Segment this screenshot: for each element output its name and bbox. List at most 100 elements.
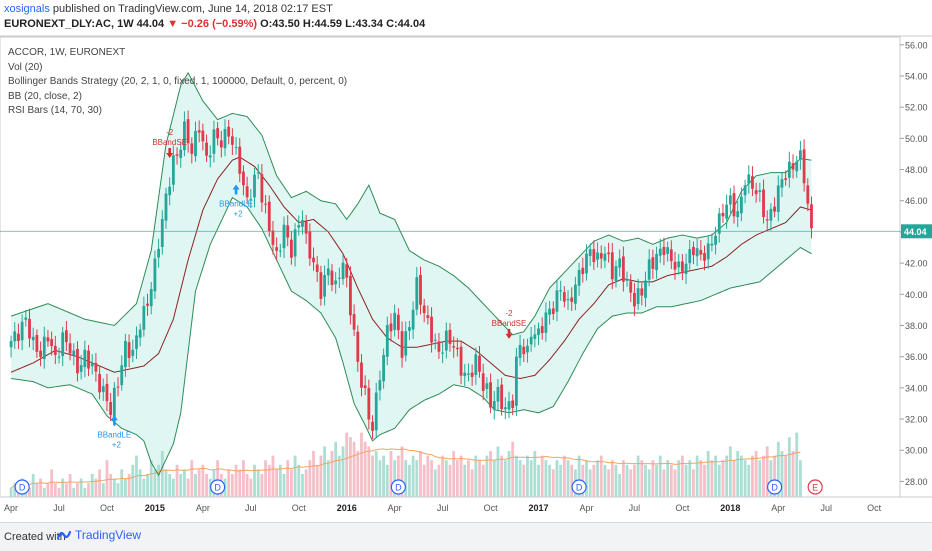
signal-qty: -2	[166, 128, 174, 137]
candle	[677, 261, 681, 268]
volume-bar	[374, 451, 378, 497]
legend-bollinger[interactable]: BB (20, close, 2)	[8, 90, 82, 102]
candle	[223, 129, 227, 149]
volume-bar	[559, 464, 563, 497]
legend-title: ACCOR, 1W, EURONEXT	[8, 47, 126, 58]
volume-bar	[511, 441, 515, 497]
candle	[784, 178, 788, 180]
volume-bar	[603, 464, 607, 497]
candle	[518, 344, 522, 358]
volume-bar	[112, 478, 116, 497]
candle	[267, 201, 271, 232]
candle	[208, 155, 212, 158]
candle	[662, 246, 666, 256]
candle	[717, 213, 721, 234]
volume-bar	[433, 469, 437, 497]
volume-bar	[478, 460, 481, 497]
legend-strategy[interactable]: Bollinger Bands Strategy (20, 2, 1, 0, f…	[8, 76, 348, 87]
candle	[153, 258, 157, 292]
earnings-marker-label: D	[771, 483, 778, 493]
candle	[356, 331, 360, 362]
signal-label: BBandLE	[219, 199, 253, 208]
y-axis: 28.00 30.00 32.00 34.00 36.00 38.00 40.00 42.00…	[900, 40, 928, 487]
candle	[400, 331, 404, 358]
earnings-marker-label: E	[812, 483, 818, 493]
candle	[629, 281, 633, 293]
candle	[116, 386, 120, 388]
candle	[514, 356, 518, 406]
volume-bar	[42, 487, 46, 497]
candle	[83, 349, 87, 368]
candle	[751, 176, 754, 189]
candle	[230, 136, 234, 145]
y-tick-label: 42.00	[905, 259, 928, 269]
volume-bar	[105, 460, 109, 497]
candle	[795, 161, 799, 172]
x-tick-label: 2016	[337, 503, 357, 513]
volume-bar	[293, 455, 297, 497]
tradingview-brand[interactable]: TradingView	[56, 528, 141, 542]
volume-bar	[467, 460, 470, 497]
volume-bar	[116, 483, 120, 497]
candle	[124, 340, 127, 368]
x-axis: Apr Jul Oct 2015 Apr Jul Oct 2016 Apr Jul Oct 2017 A…	[4, 503, 882, 513]
candle	[636, 288, 640, 305]
y-tick-label: 36.00	[905, 352, 928, 362]
candle	[345, 264, 349, 278]
last-price-badge-label: 44.04	[904, 227, 927, 237]
x-tick-label: Jul	[53, 503, 65, 513]
legend-rsi[interactable]: RSI Bars (14, 70, 30)	[8, 105, 102, 116]
volume-bar	[481, 464, 485, 497]
candle	[171, 155, 175, 185]
candle	[459, 346, 463, 376]
x-tick-label: Oct	[484, 503, 499, 513]
volume-bar	[441, 455, 445, 497]
candle	[282, 224, 286, 249]
y-tick-label: 40.00	[905, 290, 928, 300]
candle	[500, 384, 504, 410]
volume-bar	[540, 455, 544, 497]
long-arrow-icon	[110, 415, 118, 426]
legend-volume[interactable]: Vol (20)	[8, 61, 43, 73]
volume-bar	[599, 455, 603, 497]
volume-bar	[371, 455, 374, 497]
signal-label: BBandSE	[492, 319, 527, 328]
volume-bar	[614, 464, 618, 497]
earnings-marker-label: D	[19, 483, 26, 493]
price-chart[interactable]: 28.00 30.00 32.00 34.00 36.00 38.00 40.00 42.00…	[0, 0, 932, 522]
candle	[389, 323, 393, 332]
volume-bar	[577, 455, 581, 497]
volume-bar	[334, 441, 338, 497]
candle	[312, 257, 315, 263]
volume-bar	[234, 464, 238, 497]
candle	[326, 268, 330, 276]
candle	[544, 312, 548, 333]
candle	[448, 329, 452, 344]
candle	[599, 253, 603, 259]
candle	[160, 219, 164, 247]
candle	[323, 275, 326, 297]
volume-bar	[588, 469, 592, 497]
candle	[695, 248, 699, 257]
author-link[interactable]: xosignals	[4, 3, 50, 15]
volume-bar	[186, 478, 190, 497]
volume-bar	[455, 460, 459, 497]
volume-bar	[319, 455, 323, 497]
volume-bar	[514, 455, 518, 497]
volume-bar	[688, 460, 692, 497]
y-tick-label: 28.00	[905, 477, 928, 487]
volume-bar	[138, 469, 142, 497]
volume-bar	[230, 474, 234, 497]
volume-bar	[596, 460, 599, 497]
volume-bar	[507, 451, 511, 497]
candle	[138, 329, 142, 338]
high-value: H:44.59	[302, 18, 343, 30]
volume-bar	[640, 460, 644, 497]
signal-label: BBandLE	[97, 430, 131, 439]
volume-bar	[149, 460, 153, 497]
volume-bar	[341, 446, 345, 497]
candle	[42, 336, 46, 360]
volume-bar	[522, 464, 526, 497]
candle	[570, 297, 574, 302]
candle	[806, 185, 810, 204]
